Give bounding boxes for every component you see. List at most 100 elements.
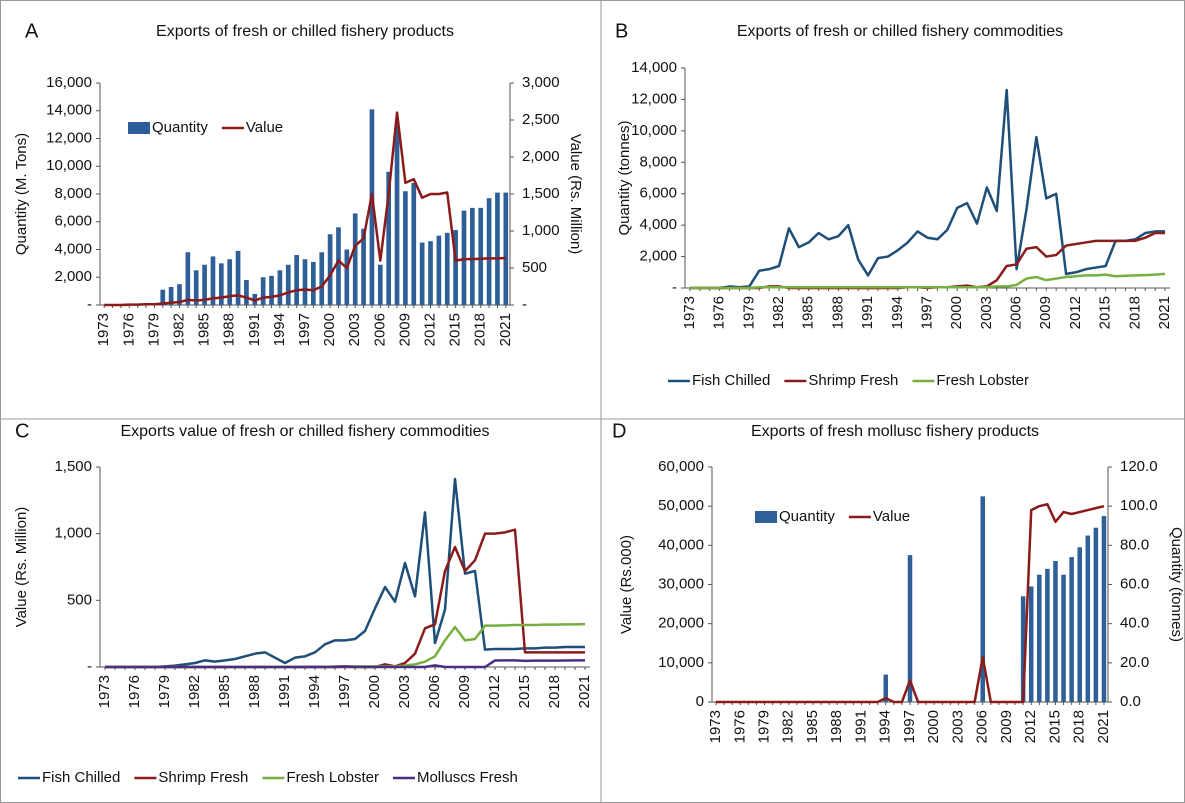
x-tick-label: 2012 bbox=[421, 313, 438, 346]
x-tick-label: 2006 bbox=[1008, 296, 1025, 329]
y2-tick-label: 60.0 bbox=[1120, 575, 1149, 592]
y-tick-label: 14,000 bbox=[631, 59, 677, 76]
bar bbox=[177, 284, 182, 305]
chart-title: Exports value of fresh or chilled fisher… bbox=[120, 423, 489, 440]
line bbox=[689, 272, 1166, 290]
x-tick-label: 1997 bbox=[901, 710, 918, 743]
y-tick-label: 4,000 bbox=[639, 216, 677, 233]
x-tick-label: 1988 bbox=[221, 313, 238, 346]
x-tick-label: 1982 bbox=[780, 710, 797, 743]
bar bbox=[478, 207, 484, 305]
bar bbox=[1061, 574, 1066, 702]
x-tick-label: 1979 bbox=[755, 710, 772, 743]
y-tick-label: 12,000 bbox=[631, 90, 677, 107]
bar bbox=[1053, 561, 1058, 702]
x-tick-label: 1979 bbox=[156, 675, 173, 708]
x-tick-label: 2009 bbox=[456, 675, 473, 708]
y-tick-label: 16,000 bbox=[46, 74, 92, 91]
y-tick-label: 6,000 bbox=[639, 185, 677, 202]
legend-label: Value bbox=[873, 508, 910, 525]
y-tick-label: 10,000 bbox=[631, 122, 677, 139]
x-tick-label: 1991 bbox=[246, 313, 263, 346]
y-axis-title: Value (Rs.000) bbox=[618, 535, 635, 634]
bar bbox=[294, 255, 299, 305]
bar bbox=[453, 230, 458, 305]
chart-title: Exports of fresh or chilled fishery comm… bbox=[737, 23, 1063, 40]
bar bbox=[470, 207, 475, 305]
y2-tick-label: 2,000 bbox=[522, 148, 560, 165]
bar bbox=[1020, 596, 1026, 702]
x-tick-label: 1997 bbox=[336, 675, 353, 708]
bar bbox=[369, 109, 375, 305]
x-tick-label: 1973 bbox=[681, 296, 698, 329]
x-tick-label: 1994 bbox=[271, 313, 288, 346]
y-tick-label: 2,000 bbox=[54, 268, 92, 285]
y2-tick-label: 20.0 bbox=[1120, 654, 1149, 671]
x-tick-label: 1991 bbox=[859, 296, 876, 329]
bar bbox=[185, 252, 191, 305]
x-tick-label: 2000 bbox=[366, 675, 383, 708]
y-tick-label: 1,500 bbox=[54, 458, 92, 475]
legend-label: Fish Chilled bbox=[692, 372, 770, 389]
bar bbox=[386, 171, 392, 305]
bar bbox=[980, 496, 985, 702]
bar bbox=[1037, 574, 1042, 702]
x-tick-label: 1982 bbox=[186, 675, 203, 708]
x-tick-label: 2018 bbox=[472, 313, 489, 346]
panel-label: A bbox=[25, 20, 39, 42]
x-tick-label: 2009 bbox=[1037, 296, 1054, 329]
bar bbox=[503, 192, 509, 305]
y-tick-label: 4,000 bbox=[54, 240, 92, 257]
x-tick-label: 1997 bbox=[918, 296, 935, 329]
y-axis-title: Quantity (tonnes) bbox=[616, 120, 633, 235]
bar bbox=[285, 264, 291, 305]
y2-axis-title: Value (Rs. Million) bbox=[567, 134, 584, 255]
x-tick-label: 1982 bbox=[170, 313, 187, 346]
x-tick-label: 2003 bbox=[346, 313, 363, 346]
legend-label: Quantity bbox=[152, 119, 208, 136]
bar bbox=[352, 213, 358, 305]
y2-tick-label: 1,000 bbox=[522, 222, 560, 239]
y-tick-label: 8,000 bbox=[54, 185, 92, 202]
y2-tick-label: 1,500 bbox=[522, 185, 560, 202]
bar bbox=[269, 275, 274, 305]
x-tick-label: 2015 bbox=[447, 313, 464, 346]
y2-tick-label: 3,000 bbox=[522, 74, 560, 91]
bar bbox=[907, 555, 913, 702]
bar bbox=[1093, 527, 1099, 702]
panel-label: D bbox=[612, 420, 626, 442]
panel-label: C bbox=[15, 420, 29, 442]
line bbox=[105, 528, 585, 669]
x-tick-label: 2015 bbox=[1097, 296, 1114, 329]
bar bbox=[428, 241, 433, 305]
y-tick-label: 30,000 bbox=[658, 575, 704, 592]
bar bbox=[377, 264, 383, 305]
x-tick-label: 2009 bbox=[396, 313, 413, 346]
y-tick-label: 14,000 bbox=[46, 102, 92, 119]
x-tick-label: 1985 bbox=[804, 710, 821, 743]
bar bbox=[327, 234, 333, 305]
y-axis-title: Value (Rs. Million) bbox=[13, 507, 30, 628]
bar bbox=[235, 250, 241, 305]
x-tick-label: 1976 bbox=[731, 710, 748, 743]
x-tick-label: 1988 bbox=[828, 710, 845, 743]
bar bbox=[361, 228, 366, 305]
x-tick-label: 2021 bbox=[576, 675, 593, 708]
bar bbox=[1101, 515, 1107, 702]
bar bbox=[202, 264, 207, 305]
y-tick-label: 50,000 bbox=[658, 497, 704, 514]
bar bbox=[495, 192, 500, 305]
legend-label: Molluscs Fresh bbox=[417, 769, 518, 786]
line bbox=[689, 231, 1166, 290]
x-tick-label: 2009 bbox=[998, 710, 1015, 743]
bar bbox=[1069, 557, 1074, 702]
x-tick-label: 1994 bbox=[877, 710, 894, 743]
x-tick-label: 2003 bbox=[978, 296, 995, 329]
y-tick-label: - bbox=[87, 296, 92, 313]
y2-tick-label: - bbox=[522, 296, 527, 313]
x-tick-label: 1973 bbox=[96, 675, 113, 708]
x-tick-label: 2015 bbox=[516, 675, 533, 708]
bar bbox=[302, 259, 308, 305]
y-tick-label: 8,000 bbox=[639, 153, 677, 170]
